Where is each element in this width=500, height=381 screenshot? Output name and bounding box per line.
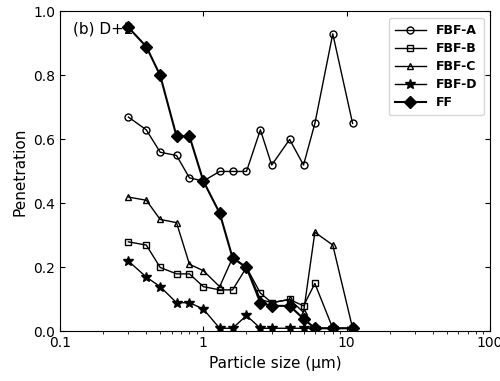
FBF-A — [330, 32, 336, 36]
FBF-C — [216, 284, 222, 289]
FBF-C — [230, 256, 235, 260]
FBF-D — [330, 326, 336, 331]
Line: FBF-C: FBF-C — [125, 194, 356, 332]
FBF-A — [230, 169, 235, 174]
FBF-C — [300, 310, 306, 315]
FF — [174, 134, 180, 139]
FF — [300, 316, 306, 321]
FBF-C — [286, 297, 292, 302]
FBF-B — [200, 284, 206, 289]
FBF-C — [268, 300, 274, 305]
FF — [258, 300, 264, 305]
Line: FF: FF — [124, 23, 357, 333]
FBF-C — [157, 217, 163, 222]
FBF-C — [144, 198, 150, 203]
FBF-A — [174, 153, 180, 158]
FBF-A — [244, 169, 250, 174]
Line: FBF-A: FBF-A — [125, 30, 356, 184]
FF — [230, 256, 235, 260]
FBF-B — [350, 326, 356, 331]
FBF-D — [200, 307, 206, 311]
FBF-D — [174, 300, 180, 305]
FBF-B — [330, 326, 336, 331]
FBF-C — [350, 326, 356, 331]
FBF-C — [174, 220, 180, 225]
FBF-B — [268, 300, 274, 305]
FBF-D — [258, 326, 264, 331]
FBF-D — [157, 284, 163, 289]
FBF-B — [230, 288, 235, 292]
FBF-A — [300, 163, 306, 167]
FBF-B — [258, 291, 264, 295]
FBF-B — [216, 288, 222, 292]
FBF-D — [312, 326, 318, 331]
Text: (b) D+2: (b) D+2 — [73, 21, 134, 36]
FF — [157, 73, 163, 78]
FBF-D — [216, 326, 222, 331]
FBF-B — [174, 272, 180, 276]
FBF-D — [144, 275, 150, 279]
FF — [186, 134, 192, 139]
FF — [350, 326, 356, 331]
FBF-B — [300, 304, 306, 308]
FF — [330, 326, 336, 331]
FBF-C — [186, 262, 192, 267]
FBF-A — [350, 121, 356, 126]
FBF-A — [286, 137, 292, 142]
FBF-D — [268, 326, 274, 331]
FF — [312, 326, 318, 331]
FBF-B — [157, 265, 163, 270]
FBF-B — [244, 265, 250, 270]
FBF-C — [244, 265, 250, 270]
FBF-B — [126, 240, 132, 244]
FBF-C — [126, 195, 132, 199]
FF — [286, 304, 292, 308]
FBF-C — [330, 243, 336, 247]
FBF-C — [312, 230, 318, 235]
FBF-D — [186, 300, 192, 305]
FBF-C — [258, 297, 264, 302]
FBF-C — [200, 268, 206, 273]
Y-axis label: Penetration: Penetration — [12, 127, 28, 216]
FBF-A — [126, 115, 132, 119]
FF — [144, 44, 150, 49]
FF — [126, 25, 132, 30]
FBF-B — [286, 297, 292, 302]
FBF-A — [186, 176, 192, 180]
FBF-D — [286, 326, 292, 331]
FBF-B — [312, 281, 318, 286]
FBF-B — [186, 272, 192, 276]
FBF-B — [144, 243, 150, 247]
FF — [216, 211, 222, 215]
FBF-D — [244, 313, 250, 318]
X-axis label: Particle size (μm): Particle size (μm) — [208, 356, 342, 371]
FBF-A — [312, 121, 318, 126]
FF — [200, 179, 206, 183]
FBF-A — [144, 128, 150, 132]
FBF-D — [300, 326, 306, 331]
FBF-D — [230, 326, 235, 331]
Legend: FBF-A, FBF-B, FBF-C, FBF-D, FF: FBF-A, FBF-B, FBF-C, FBF-D, FF — [388, 18, 484, 115]
FBF-A — [258, 128, 264, 132]
Line: FBF-D: FBF-D — [124, 256, 338, 333]
FBF-A — [200, 179, 206, 183]
FBF-A — [157, 150, 163, 155]
FBF-A — [216, 169, 222, 174]
FBF-D — [126, 259, 132, 263]
FBF-A — [268, 163, 274, 167]
FF — [244, 265, 250, 270]
Line: FBF-B: FBF-B — [125, 239, 356, 332]
FF — [268, 304, 274, 308]
